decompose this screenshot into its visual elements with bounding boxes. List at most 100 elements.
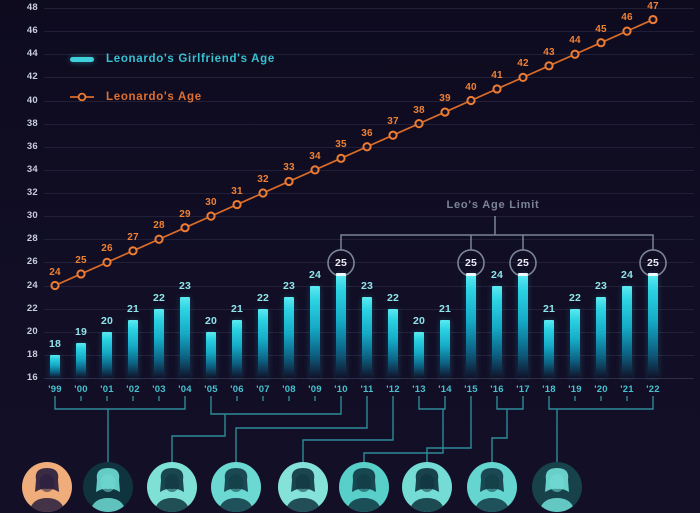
x-axis-label-16: '16 (490, 384, 504, 395)
x-axis-label-02: '02 (126, 384, 140, 395)
bar-value-label: 21 (438, 303, 452, 316)
gridline-46 (44, 31, 694, 33)
gridline-30 (44, 216, 694, 218)
line-value-label: 24 (49, 266, 61, 278)
x-axis-label-99: '99 (48, 384, 62, 395)
girlfriend-age-bar-10 (336, 273, 346, 378)
line-value-label: 46 (621, 12, 633, 24)
bar-value-label: 23 (178, 280, 192, 293)
line-value-label: 44 (569, 35, 581, 47)
gridline-34 (44, 169, 694, 171)
legend-label-girlfriend-age: Leonardo's Girlfriend's Age (106, 53, 275, 65)
girlfriend-age-bar-15 (466, 273, 476, 378)
line-value-label: 32 (257, 174, 269, 185)
girlfriend-age-bar-21 (622, 285, 632, 378)
line-value-label: 41 (491, 69, 503, 81)
gridline-48 (44, 8, 694, 9)
x-axis-label-21: '21 (620, 384, 634, 395)
y-axis-label: 32 (26, 187, 38, 198)
y-axis-label: 34 (26, 163, 38, 175)
girlfriend-age-bar-01 (102, 331, 112, 378)
bar-value-label: 24 (620, 268, 634, 281)
girlfriend-age-bar-16 (492, 285, 502, 378)
x-axis-label-00: '00 (74, 384, 88, 395)
bar-value-label: 23 (360, 280, 374, 293)
line-value-label: 26 (101, 243, 113, 255)
portrait-photo-icon (402, 462, 452, 512)
girlfriend-age-bar-14 (440, 320, 450, 378)
legend-item-leonardo-age: Leonardo's Age (70, 89, 275, 105)
y-axis-label: 24 (26, 279, 38, 291)
girlfriend-age-bar-03 (154, 308, 164, 378)
x-axis-label-17: '17 (516, 384, 530, 395)
line-value-label: 33 (283, 162, 295, 174)
x-axis-label-06: '06 (230, 384, 244, 395)
line-value-label: 43 (543, 46, 555, 58)
bar-value-label: 20 (412, 314, 426, 327)
girlfriend-age-bar-20 (596, 297, 606, 378)
line-value-label: 39 (439, 93, 451, 105)
girlfriend-age-bar-07 (258, 308, 268, 378)
x-axis-label-04: '04 (178, 384, 192, 395)
portrait-leonardo (22, 462, 72, 512)
gridline-40 (44, 100, 694, 102)
bar-value-label: 20 (204, 314, 218, 327)
portrait-girlfriend-2 (147, 462, 197, 512)
x-axis-label-13: '13 (412, 384, 426, 395)
x-axis-label-20: '20 (594, 384, 608, 395)
y-axis-label: 28 (26, 233, 38, 245)
y-axis-label: 46 (26, 25, 38, 37)
portrait-photo-icon (278, 462, 328, 512)
line-series-swatch-icon (70, 92, 94, 102)
line-value-label: 40 (465, 81, 477, 93)
gridline-36 (44, 146, 694, 148)
portrait-girlfriend-3 (211, 462, 261, 512)
line-value-label: 42 (517, 58, 529, 70)
portrait-photo-icon (467, 462, 517, 512)
line-value-label: 35 (335, 139, 347, 151)
gridline-38 (44, 123, 694, 125)
y-axis-label: 16 (26, 372, 38, 383)
x-axis-label-12: '12 (386, 384, 400, 395)
line-value-label: 47 (647, 0, 659, 12)
legend-label-leonardo-age: Leonardo's Age (106, 91, 202, 103)
x-axis-label-05: '05 (204, 384, 218, 395)
girlfriend-age-bar-02 (128, 320, 138, 378)
bar-value-label: 21 (126, 303, 140, 316)
bar-value-label: 21 (230, 303, 244, 316)
x-axis-label-07: '07 (256, 384, 270, 395)
portrait-girlfriend-5 (339, 462, 389, 512)
y-axis-label: 26 (26, 256, 38, 268)
gridline-44 (44, 54, 694, 56)
bar-value-label: 24 (490, 268, 504, 281)
bar-highlight-cap (648, 272, 658, 276)
y-axis-label: 38 (26, 117, 38, 129)
bar-value-label: 23 (282, 280, 296, 293)
bar-highlight-cap (518, 272, 528, 276)
y-axis-label: 20 (26, 325, 38, 337)
portrait-girlfriend-1 (83, 462, 133, 512)
bar-value-label: 20 (100, 314, 114, 327)
girlfriend-age-bar-22 (648, 273, 658, 378)
portrait-girlfriend-8 (532, 462, 582, 512)
bar-highlight-cap (466, 272, 476, 276)
y-axis-label: 36 (26, 140, 38, 152)
portrait-girlfriend-6 (402, 462, 452, 512)
bar-value-label: 19 (74, 326, 88, 339)
portrait-photo-icon (147, 462, 197, 512)
bar-value-label: 25 (334, 256, 348, 269)
age-limit-annotation: Leo's Age Limit (446, 199, 540, 211)
line-value-label: 25 (75, 254, 87, 266)
bar-highlight-cap (336, 272, 346, 276)
y-axis-label: 22 (26, 302, 38, 314)
gridline-24 (44, 285, 694, 287)
portrait-photo-icon (339, 462, 389, 512)
gridline-28 (44, 239, 694, 241)
x-axis-label-09: '09 (308, 384, 322, 395)
gridline-16 (44, 378, 694, 379)
girlfriend-age-bar-18 (544, 320, 554, 378)
bar-value-label: 25 (646, 256, 660, 269)
gridline-42 (44, 77, 694, 79)
bar-value-label: 23 (594, 280, 608, 293)
girlfriend-age-bar-19 (570, 308, 580, 378)
